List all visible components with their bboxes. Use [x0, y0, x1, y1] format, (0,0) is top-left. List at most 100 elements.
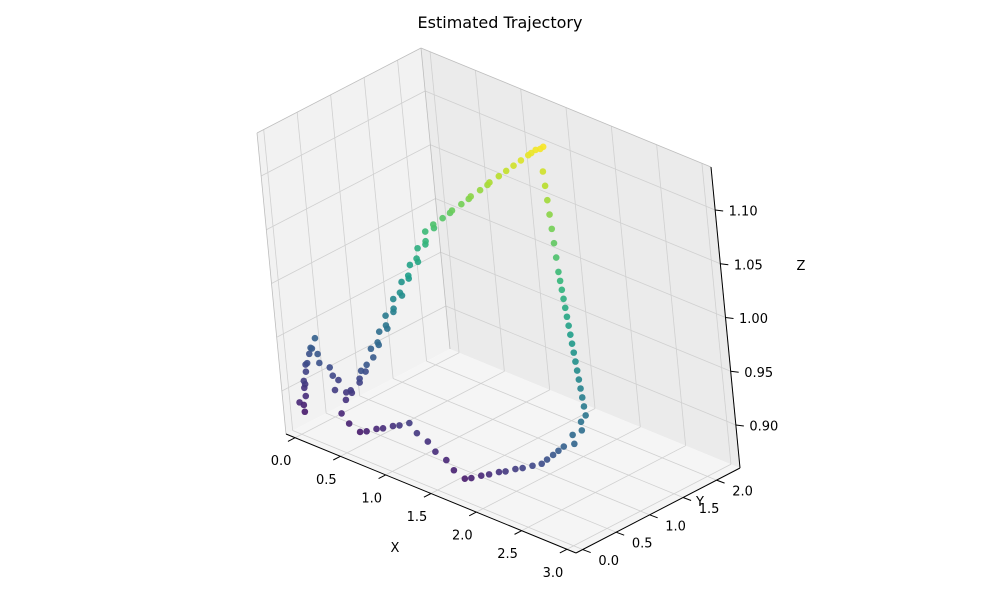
- trajectory-point: [305, 350, 313, 358]
- trajectory-point: [477, 472, 485, 479]
- trajectory-point: [572, 358, 579, 365]
- trajectory-point: [301, 408, 309, 416]
- y-tick-label: 1.5: [699, 502, 720, 517]
- trajectory-point: [422, 237, 429, 245]
- trajectory-point: [300, 377, 308, 385]
- trajectory-point: [432, 448, 439, 456]
- x-tick-mark: [423, 493, 432, 498]
- y-tick-mark: [716, 479, 725, 484]
- chart-title: Estimated Trajectory: [418, 13, 583, 32]
- trajectory-point: [347, 386, 355, 394]
- trajectory-point: [356, 428, 364, 436]
- trajectory-point: [421, 228, 429, 235]
- trajectory-point: [561, 304, 569, 312]
- trajectory-point: [552, 254, 560, 261]
- y-tick-mark: [615, 531, 625, 536]
- trajectory-point: [578, 427, 586, 434]
- trajectory-point: [413, 255, 420, 262]
- trajectory-point: [335, 376, 342, 384]
- trajectory-point: [331, 386, 339, 394]
- trajectory-point: [550, 239, 558, 247]
- trajectory-point: [342, 396, 350, 404]
- trajectory-point: [570, 349, 578, 356]
- trajectory-point: [549, 451, 557, 459]
- trajectory-point: [568, 340, 576, 347]
- trajectory-point: [527, 149, 535, 157]
- trajectory-point: [448, 207, 456, 214]
- trajectory-point: [582, 412, 589, 419]
- trajectory-point: [565, 322, 572, 330]
- trajectory-point: [519, 464, 526, 472]
- z-gridline-left: [276, 251, 441, 338]
- trajectory-point: [396, 422, 403, 429]
- trajectory-point: [495, 172, 503, 180]
- z-tick-mark: [715, 209, 724, 212]
- trajectory-point: [569, 431, 576, 439]
- trajectory-point: [555, 447, 562, 455]
- trajectory-point: [424, 438, 432, 445]
- z-tick-mark: [720, 263, 729, 266]
- x-tick-label: 2.0: [452, 529, 473, 544]
- x-tick-label: 2.5: [497, 547, 518, 562]
- gridlines: [260, 51, 737, 550]
- x-gridline-floor: [430, 408, 596, 494]
- trajectory-point: [390, 305, 397, 312]
- trajectory-point: [311, 334, 319, 342]
- trajectory-point: [567, 331, 574, 338]
- trajectory-point: [517, 157, 525, 164]
- pane-edge: [256, 132, 287, 435]
- trajectory-point: [476, 186, 484, 194]
- trajectory-point: [563, 313, 571, 321]
- trajectory-point: [439, 214, 446, 222]
- z-tick-mark: [735, 424, 744, 427]
- trajectory-point: [578, 394, 586, 401]
- z-tick-mark: [730, 370, 739, 373]
- trajectory-point: [367, 345, 375, 353]
- trajectory-point: [338, 410, 345, 417]
- z-gridline-back: [424, 90, 716, 211]
- y-tick-mark: [649, 514, 658, 519]
- trajectory-point: [382, 312, 389, 320]
- x-gridline-floor: [385, 389, 550, 476]
- trajectory-point: [398, 278, 405, 286]
- trajectory-point: [406, 261, 414, 269]
- x-gridline-floor: [476, 426, 641, 513]
- z-tick-label: 1.05: [734, 258, 763, 273]
- x-tick-mark: [333, 455, 341, 461]
- y-gridline-floor: [292, 430, 583, 550]
- trajectory-point: [546, 211, 553, 218]
- x-tick-label: 0.0: [271, 454, 292, 469]
- trajectory-point: [404, 272, 412, 279]
- z-gridline-back: [445, 305, 737, 426]
- trajectory-point: [560, 443, 568, 450]
- y-tick-label: 0.5: [632, 537, 653, 552]
- trajectory-point: [382, 322, 390, 329]
- z-tick-mark: [725, 317, 734, 319]
- trajectory-point: [389, 422, 397, 430]
- y-tick-label: 2.0: [732, 485, 753, 500]
- z-gridline-left: [281, 305, 447, 392]
- z-gridline-back: [440, 251, 731, 372]
- trajectory-point: [302, 392, 310, 400]
- trajectory-point: [389, 295, 397, 303]
- x-tick-label: 3.0: [543, 566, 564, 581]
- trajectory-point: [413, 429, 421, 437]
- z-tick-label: 1.00: [739, 312, 768, 327]
- trajectory-point: [379, 425, 387, 432]
- trajectory-point: [512, 465, 519, 473]
- trajectory-point: [303, 359, 311, 367]
- trajectory-point: [560, 295, 567, 303]
- x-gridline-floor: [294, 352, 460, 439]
- trajectory-point: [571, 440, 578, 448]
- z-gridline-left: [260, 90, 426, 177]
- trajectory-point: [502, 167, 510, 175]
- x-gridline-floor: [340, 370, 505, 457]
- x-tick-label: 1.0: [361, 491, 382, 506]
- data-points: [296, 143, 589, 482]
- trajectory-point: [577, 418, 585, 426]
- trajectory-point: [307, 344, 314, 352]
- trajectory-point: [502, 468, 509, 475]
- trajectory-point: [443, 456, 450, 464]
- x-tick-mark: [378, 474, 386, 480]
